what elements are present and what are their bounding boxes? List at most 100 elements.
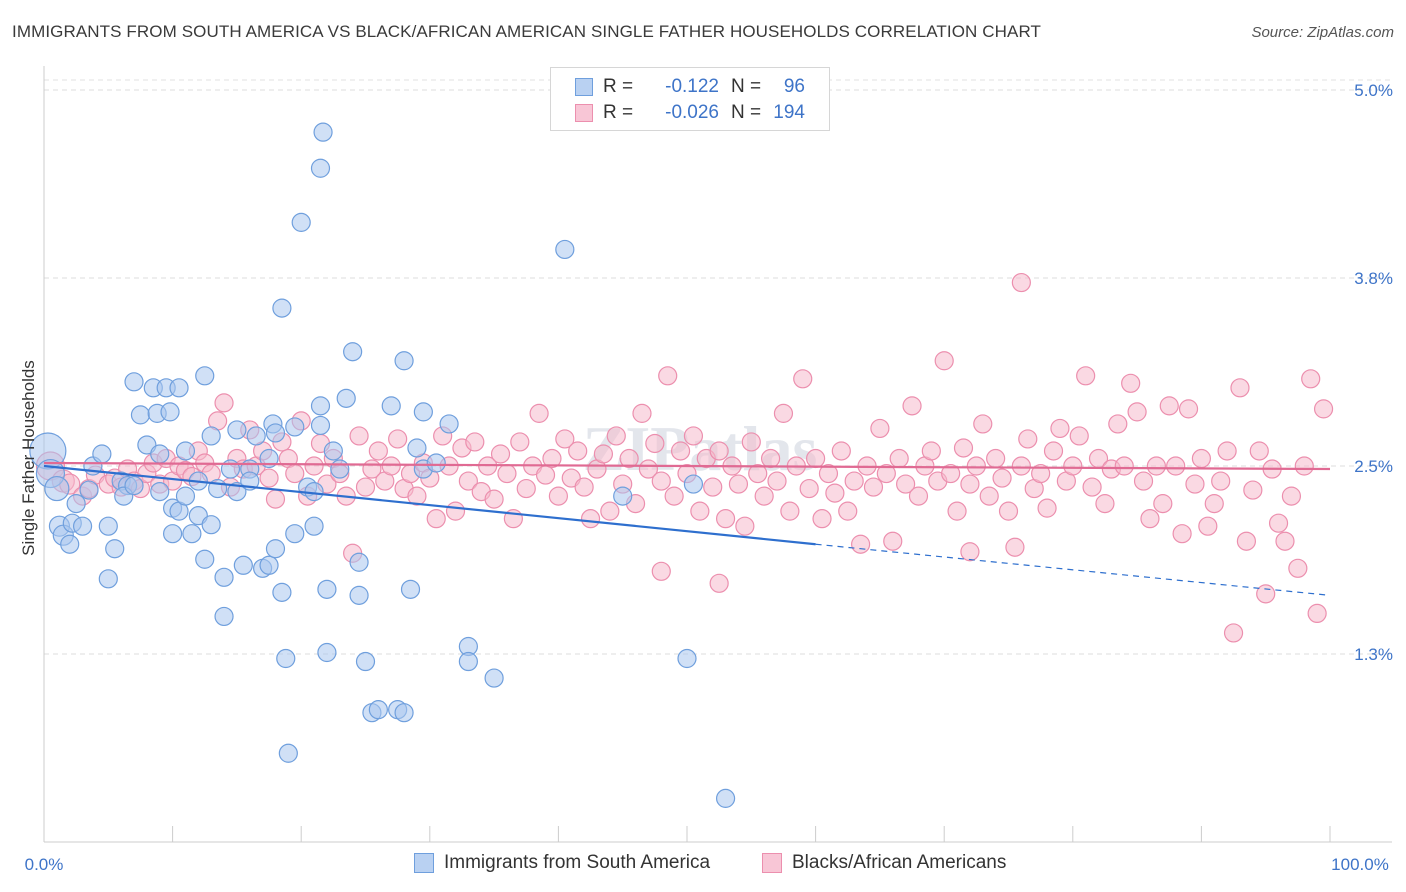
legend-r-value: -0.122 bbox=[665, 76, 719, 97]
data-point-blacks bbox=[593, 444, 614, 464]
data-point-blacks bbox=[851, 534, 871, 554]
data-point-immigrants bbox=[227, 420, 247, 440]
data-point-immigrants bbox=[317, 579, 337, 599]
data-point-blacks bbox=[979, 486, 999, 506]
data-point-immigrants bbox=[92, 444, 112, 464]
data-point-blacks bbox=[947, 501, 967, 521]
data-point-blacks bbox=[998, 501, 1019, 521]
data-point-blacks bbox=[1185, 474, 1205, 494]
x-tick-label: 0.0% bbox=[25, 855, 64, 874]
data-point-blacks bbox=[490, 444, 511, 464]
data-point-immigrants bbox=[285, 524, 305, 544]
data-point-blacks bbox=[1108, 414, 1128, 434]
data-point-immigrants bbox=[291, 212, 311, 232]
data-point-blacks bbox=[1127, 402, 1147, 422]
data-point-immigrants bbox=[484, 668, 504, 688]
data-point-immigrants bbox=[265, 423, 286, 443]
data-point-blacks bbox=[902, 396, 922, 416]
data-point-blacks bbox=[1217, 441, 1237, 461]
data-point-blacks bbox=[574, 477, 594, 497]
data-point-immigrants bbox=[175, 441, 196, 461]
data-point-blacks bbox=[1133, 471, 1154, 491]
legend-r-value: -0.026 bbox=[665, 102, 719, 123]
data-point-blacks bbox=[1011, 272, 1031, 293]
data-point-immigrants bbox=[310, 396, 331, 416]
data-point-blacks bbox=[484, 489, 504, 509]
data-point-blacks bbox=[285, 463, 305, 484]
data-point-immigrants bbox=[278, 743, 298, 763]
legend-n-label: N = bbox=[731, 102, 762, 123]
data-point-blacks bbox=[516, 478, 536, 499]
data-point-immigrants bbox=[160, 402, 180, 422]
data-point-immigrants bbox=[124, 372, 144, 392]
trend-line-immigrants bbox=[43, 464, 816, 546]
data-point-blacks bbox=[1178, 399, 1199, 419]
data-point-blacks bbox=[1050, 418, 1070, 439]
data-point-blacks bbox=[670, 441, 691, 461]
data-point-immigrants bbox=[169, 378, 189, 398]
data-point-blacks bbox=[1095, 494, 1115, 514]
data-point-blacks bbox=[908, 486, 929, 506]
data-point-immigrants bbox=[150, 444, 170, 464]
data-point-blacks bbox=[1275, 531, 1295, 551]
data-point-blacks bbox=[1256, 584, 1276, 604]
data-point-blacks bbox=[265, 489, 286, 509]
data-point-immigrants bbox=[310, 415, 331, 436]
data-point-immigrants bbox=[98, 516, 118, 536]
data-point-blacks bbox=[664, 486, 684, 506]
legend-swatch-pink bbox=[762, 853, 782, 873]
data-point-immigrants bbox=[233, 555, 253, 575]
data-point-blacks bbox=[825, 483, 845, 503]
data-point-immigrants bbox=[394, 703, 414, 723]
data-point-blacks bbox=[1121, 373, 1141, 393]
data-point-blacks bbox=[760, 448, 781, 469]
legend-item-immigrants: Immigrants from South America bbox=[414, 852, 710, 874]
data-point-blacks bbox=[407, 486, 427, 506]
tick-labels: 1.3% 2.5% 3.8% 5.0% 0.0% 100.0% bbox=[25, 81, 1393, 874]
legend-swatch-blue bbox=[575, 78, 593, 96]
data-point-blacks bbox=[651, 561, 671, 581]
data-point-immigrants bbox=[66, 494, 86, 514]
trend-line-blacks bbox=[43, 461, 1331, 471]
data-point-blacks bbox=[735, 516, 755, 536]
data-point-blacks bbox=[465, 432, 485, 452]
data-point-blacks bbox=[709, 441, 729, 461]
data-point-immigrants bbox=[150, 481, 170, 502]
data-point-blacks bbox=[986, 448, 1006, 469]
data-point-blacks bbox=[214, 393, 234, 413]
data-point-immigrants bbox=[381, 396, 401, 416]
data-point-immigrants bbox=[259, 555, 279, 575]
data-point-blacks bbox=[1223, 623, 1244, 643]
data-point-blacks bbox=[992, 468, 1012, 488]
data-point-immigrants bbox=[304, 516, 324, 536]
legend-row-blue: R = -0.122 N = 96 bbox=[575, 75, 805, 99]
data-point-blacks bbox=[1172, 524, 1192, 544]
data-point-blacks bbox=[658, 366, 678, 386]
data-point-blacks bbox=[606, 426, 626, 446]
legend-n-label: N = bbox=[731, 76, 762, 97]
data-point-immigrants bbox=[79, 480, 99, 500]
series-legend: Immigrants from South America Blacks/Afr… bbox=[0, 852, 1406, 878]
data-point-blacks bbox=[838, 501, 858, 521]
data-point-blacks bbox=[1082, 477, 1102, 497]
data-point-blacks bbox=[259, 468, 279, 488]
data-point-immigrants bbox=[323, 441, 343, 461]
data-point-blacks bbox=[1031, 463, 1051, 484]
data-point-blacks bbox=[793, 369, 813, 389]
data-point-blacks bbox=[619, 448, 639, 469]
legend-label: Immigrants from South America bbox=[444, 852, 711, 873]
data-point-immigrants bbox=[214, 606, 234, 627]
data-point-blacks bbox=[690, 501, 710, 521]
data-point-blacks bbox=[754, 486, 774, 506]
data-point-blacks bbox=[773, 403, 794, 423]
data-point-blacks bbox=[818, 463, 839, 484]
data-point-blacks bbox=[1307, 603, 1327, 624]
data-point-immigrants bbox=[201, 426, 221, 446]
data-point-immigrants bbox=[98, 569, 118, 589]
data-point-blacks bbox=[1198, 516, 1218, 536]
data-point-immigrants bbox=[220, 459, 241, 479]
data-point-immigrants bbox=[715, 788, 736, 808]
data-point-blacks bbox=[645, 433, 665, 454]
data-point-blacks bbox=[1301, 369, 1321, 389]
data-point-blacks bbox=[535, 465, 556, 485]
